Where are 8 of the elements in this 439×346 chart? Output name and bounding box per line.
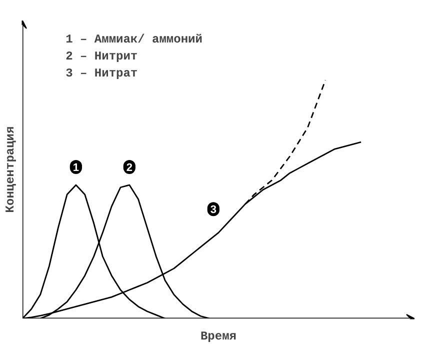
series-label: 2 bbox=[126, 162, 132, 174]
series-label: 3 bbox=[210, 204, 216, 216]
x-axis-title: Время bbox=[200, 330, 237, 344]
text: 2 – Нитрит bbox=[66, 49, 138, 64]
y-axis-title: Концентрация bbox=[4, 126, 18, 213]
text: 1 – Аммиак/ аммоний bbox=[66, 32, 202, 46]
annotation: 3 – Нитрат bbox=[66, 66, 138, 80]
series-label: 1 bbox=[72, 162, 80, 174]
